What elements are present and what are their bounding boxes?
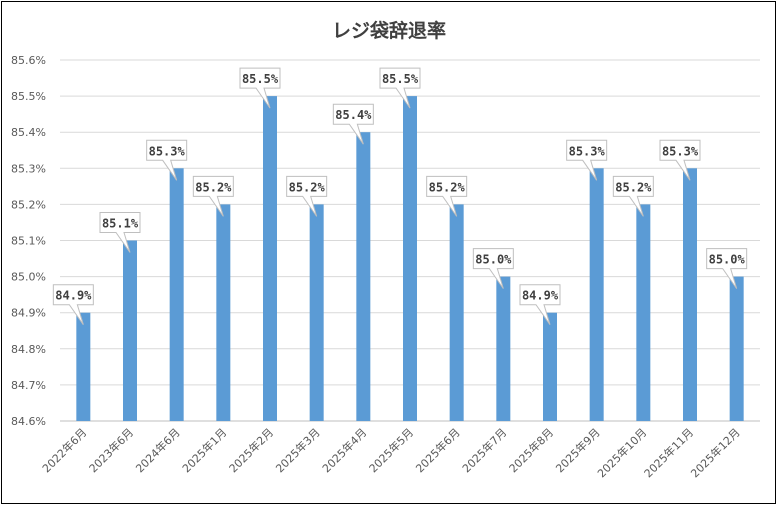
chart-title: レジ袋辞退率 [332,19,446,42]
x-tick-label: 2025年5月 [366,425,416,475]
data-label: 85.3% [149,144,186,158]
bar [216,204,231,421]
x-tick-label: 2025年12月 [688,425,743,480]
x-tick-label: 2025年4月 [319,425,369,475]
data-label: 85.2% [289,180,326,194]
data-label: 85.0% [709,253,746,267]
x-tick-label: 2025年6月 [413,425,463,475]
y-tick-label: 84.8% [11,343,46,356]
y-tick-label: 85.1% [11,235,46,248]
y-tick-label: 85.3% [11,162,46,175]
bar [496,276,511,421]
bar [449,204,464,421]
bar [683,168,697,421]
y-tick-label: 85.2% [11,198,46,211]
data-label: 85.2% [429,180,466,194]
data-label-callout: 85.0% [706,248,748,289]
bar [636,204,651,421]
data-label: 85.5% [242,72,279,86]
bar [729,276,744,421]
bar [309,204,324,421]
x-tick-label: 2025年1月 [179,425,229,475]
bar [169,168,184,421]
y-tick-label: 84.9% [11,307,46,320]
bar [263,96,277,421]
y-tick-label: 85.6% [11,54,46,67]
data-label: 84.9% [55,289,92,303]
data-label-callout: 85.5% [379,67,421,109]
data-label: 85.5% [382,72,419,86]
data-label: 85.3% [569,144,606,158]
bar [76,312,91,421]
data-label-callout: 84.9% [519,284,561,325]
data-label-callout: 84.9% [52,284,94,325]
x-tick-label: 2025年10月 [594,425,649,480]
x-tick-label: 2022年6月 [39,425,89,475]
y-tick-label: 85.5% [11,90,46,103]
data-label: 85.2% [195,180,232,194]
data-label-callout: 85.2% [426,175,468,217]
x-tick-label: 2024年6月 [133,425,183,475]
data-label-callout: 85.2% [286,175,328,217]
x-tick-label: 2025年3月 [273,425,323,475]
bar [589,168,604,421]
bar [543,312,557,421]
data-label-callout: 85.4% [332,103,374,145]
x-tick-label: 2025年8月 [506,425,556,475]
bar [123,240,137,421]
x-tick-label: 2025年9月 [553,425,603,475]
data-label-callout: 85.5% [239,67,281,109]
data-label: 85.4% [335,108,372,122]
bar [403,96,417,421]
data-label-callout: 85.2% [192,175,234,217]
x-tick-label: 2025年2月 [226,425,276,475]
data-label: 85.1% [102,217,139,231]
data-label-callout: 85.3% [566,139,608,181]
data-label: 85.0% [475,253,512,267]
data-label-callout: 85.0% [472,248,514,289]
bar [356,132,371,421]
data-label-callout: 85.3% [659,139,701,181]
data-label: 85.2% [615,180,652,194]
data-label-callout: 85.3% [146,139,188,181]
data-label-callout: 85.2% [612,175,654,217]
y-tick-label: 84.6% [11,415,46,428]
y-tick-label: 85.4% [11,126,46,139]
x-tick-label: 2025年7月 [459,425,509,475]
x-tick-label: 2025年11月 [641,425,696,480]
data-label-callout: 85.1% [99,212,141,253]
y-tick-label: 84.7% [11,379,46,392]
data-label: 84.9% [522,289,559,303]
y-tick-label: 85.0% [11,271,46,284]
x-tick-label: 2023年6月 [86,425,136,475]
data-label: 85.3% [662,144,699,158]
